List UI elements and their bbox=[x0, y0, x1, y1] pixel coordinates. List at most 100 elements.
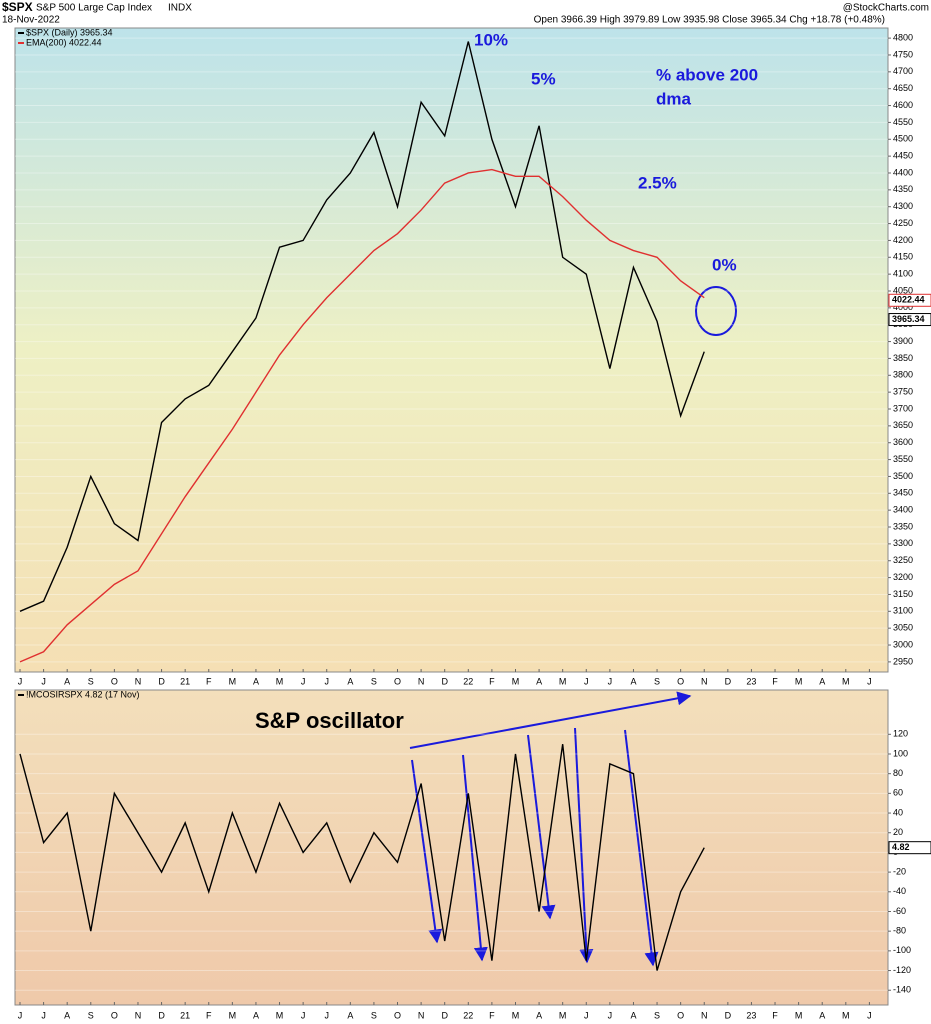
y-tick-label: 3900 bbox=[893, 336, 913, 346]
y-tick-label: 80 bbox=[893, 768, 903, 778]
x-tick-label: O bbox=[677, 1010, 684, 1020]
x-tick-label: S bbox=[88, 1010, 94, 1020]
x-tick-label: D bbox=[725, 1010, 732, 1020]
annotation-shapes bbox=[409, 286, 737, 967]
y-tick-label: 4000 bbox=[893, 302, 913, 312]
x-tick-label: M bbox=[842, 676, 850, 686]
x-tick-label: S bbox=[371, 676, 377, 686]
x-tick-label: D bbox=[158, 676, 165, 686]
x-tick-label: O bbox=[394, 1010, 401, 1020]
x-tick-label: M bbox=[842, 1010, 850, 1020]
x-tick-label: A bbox=[253, 1010, 259, 1020]
x-tick-label: J bbox=[584, 1010, 589, 1020]
y-tick-label: -140 bbox=[893, 985, 911, 995]
legend-label: $SPX (Daily) 3965.34 bbox=[26, 27, 113, 37]
y-tick-label: 4250 bbox=[893, 218, 913, 228]
x-tick-label: N bbox=[135, 1010, 142, 1020]
y-tick-label: 4100 bbox=[893, 269, 913, 279]
price-panel bbox=[14, 27, 889, 673]
annotation: 2.5% bbox=[638, 173, 677, 192]
y-tick-label: -100 bbox=[893, 945, 911, 955]
x-tick-label: M bbox=[559, 1010, 567, 1020]
x-tick-label: S bbox=[654, 676, 660, 686]
index-name: S&P 500 Large Cap Index bbox=[36, 3, 152, 14]
y-tick-label: -120 bbox=[893, 965, 911, 975]
series-line bbox=[19, 168, 705, 663]
x-tick-label: A bbox=[536, 1010, 542, 1020]
y-tick-label: 4750 bbox=[893, 49, 913, 59]
x-tick-label: J bbox=[867, 676, 872, 686]
y-tick-label: 20 bbox=[893, 827, 903, 837]
x-tick-label: M bbox=[795, 1010, 803, 1020]
symbol: $SPX bbox=[2, 0, 33, 14]
x-tick-label: O bbox=[111, 676, 118, 686]
y-tick-label: 4150 bbox=[893, 252, 913, 262]
x-tick-label: S bbox=[88, 676, 94, 686]
arrow bbox=[574, 727, 594, 964]
x-tick-label: M bbox=[512, 676, 520, 686]
quote: Open 3966.39 High 3979.89 Low 3935.98 Cl… bbox=[534, 15, 885, 26]
y-tick-label: 120 bbox=[893, 729, 908, 739]
y-tick-label: -20 bbox=[893, 866, 906, 876]
y-tick-label: 3200 bbox=[893, 572, 913, 582]
x-tick-label: J bbox=[41, 1010, 46, 1020]
y-tick-label: 3000 bbox=[893, 639, 913, 649]
x-tick-label: F bbox=[206, 1010, 212, 1020]
y-tick-label: 3300 bbox=[893, 538, 913, 548]
y-tick-label: 3850 bbox=[893, 353, 913, 363]
x-tick-label: M bbox=[276, 1010, 284, 1020]
last-value-label: 4.82 bbox=[892, 842, 910, 852]
x-tick-label: J bbox=[324, 1010, 329, 1020]
last-value-tag bbox=[888, 313, 931, 327]
y-tick-label: 3600 bbox=[893, 437, 913, 447]
x-tick-label: A bbox=[630, 1010, 636, 1020]
x-tick-label: O bbox=[677, 676, 684, 686]
date: 18-Nov-2022 bbox=[2, 15, 60, 26]
last-value-label: 4022.44 bbox=[892, 295, 925, 305]
y-tick-label: 3350 bbox=[893, 521, 913, 531]
x-tick-label: A bbox=[536, 676, 542, 686]
y-tick-label: 3450 bbox=[893, 488, 913, 498]
exchange: INDX bbox=[168, 3, 192, 14]
y-tick-label: 4500 bbox=[893, 134, 913, 144]
y-tick-label: 3250 bbox=[893, 555, 913, 565]
y-tick-label: 2950 bbox=[893, 656, 913, 666]
y-tick-label: 3550 bbox=[893, 454, 913, 464]
x-tick-label: M bbox=[229, 1010, 237, 1020]
x-tick-label: N bbox=[418, 676, 425, 686]
x-tick-label: J bbox=[608, 1010, 613, 1020]
annotation: 0% bbox=[712, 255, 737, 274]
y-tick-label: 100 bbox=[893, 748, 908, 758]
y-tick-label: 3650 bbox=[893, 420, 913, 430]
x-tick-label: 22 bbox=[463, 1010, 473, 1020]
x-tick-label: 21 bbox=[180, 1010, 190, 1020]
arrow bbox=[527, 734, 556, 920]
y-tick-label: 60 bbox=[893, 788, 903, 798]
x-tick-label: O bbox=[111, 1010, 118, 1020]
x-tick-label: J bbox=[324, 676, 329, 686]
y-tick-label: -40 bbox=[893, 886, 906, 896]
arrow bbox=[462, 754, 488, 962]
x-tick-label: N bbox=[418, 1010, 425, 1020]
y-tick-label: 4400 bbox=[893, 167, 913, 177]
x-tick-label: D bbox=[158, 1010, 165, 1020]
annotation: 10% bbox=[474, 30, 508, 49]
x-tick-label: F bbox=[489, 676, 495, 686]
y-tick-label: 4550 bbox=[893, 117, 913, 127]
y-tick-label: 4800 bbox=[893, 32, 913, 42]
last-value-label: 3965.34 bbox=[892, 314, 925, 324]
x-tick-label: A bbox=[64, 676, 70, 686]
x-tick-label: 23 bbox=[746, 1010, 756, 1020]
x-tick-label: M bbox=[512, 1010, 520, 1020]
x-tick-label: F bbox=[772, 1010, 778, 1020]
x-tick-label: J bbox=[301, 676, 306, 686]
x-tick-label: J bbox=[301, 1010, 306, 1020]
x-tick-label: S bbox=[654, 1010, 660, 1020]
y-tick-label: 4350 bbox=[893, 184, 913, 194]
oscillator-panel bbox=[14, 689, 889, 1006]
x-tick-label: F bbox=[206, 676, 212, 686]
y-tick-label: 4700 bbox=[893, 66, 913, 76]
x-tick-label: A bbox=[347, 1010, 353, 1020]
source: @StockCharts.com bbox=[843, 3, 929, 14]
x-tick-label: J bbox=[584, 676, 589, 686]
